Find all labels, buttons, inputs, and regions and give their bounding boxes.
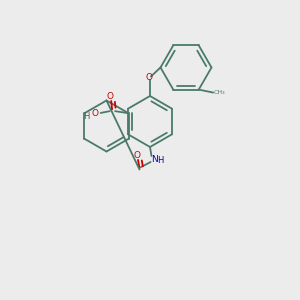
Text: H: H (83, 112, 89, 122)
Text: N: N (151, 154, 158, 164)
Text: O: O (134, 151, 141, 160)
Text: CH₃: CH₃ (214, 90, 226, 95)
Text: O: O (145, 74, 152, 82)
Text: O: O (92, 110, 99, 118)
Text: O: O (106, 92, 113, 101)
Text: H: H (157, 156, 164, 165)
